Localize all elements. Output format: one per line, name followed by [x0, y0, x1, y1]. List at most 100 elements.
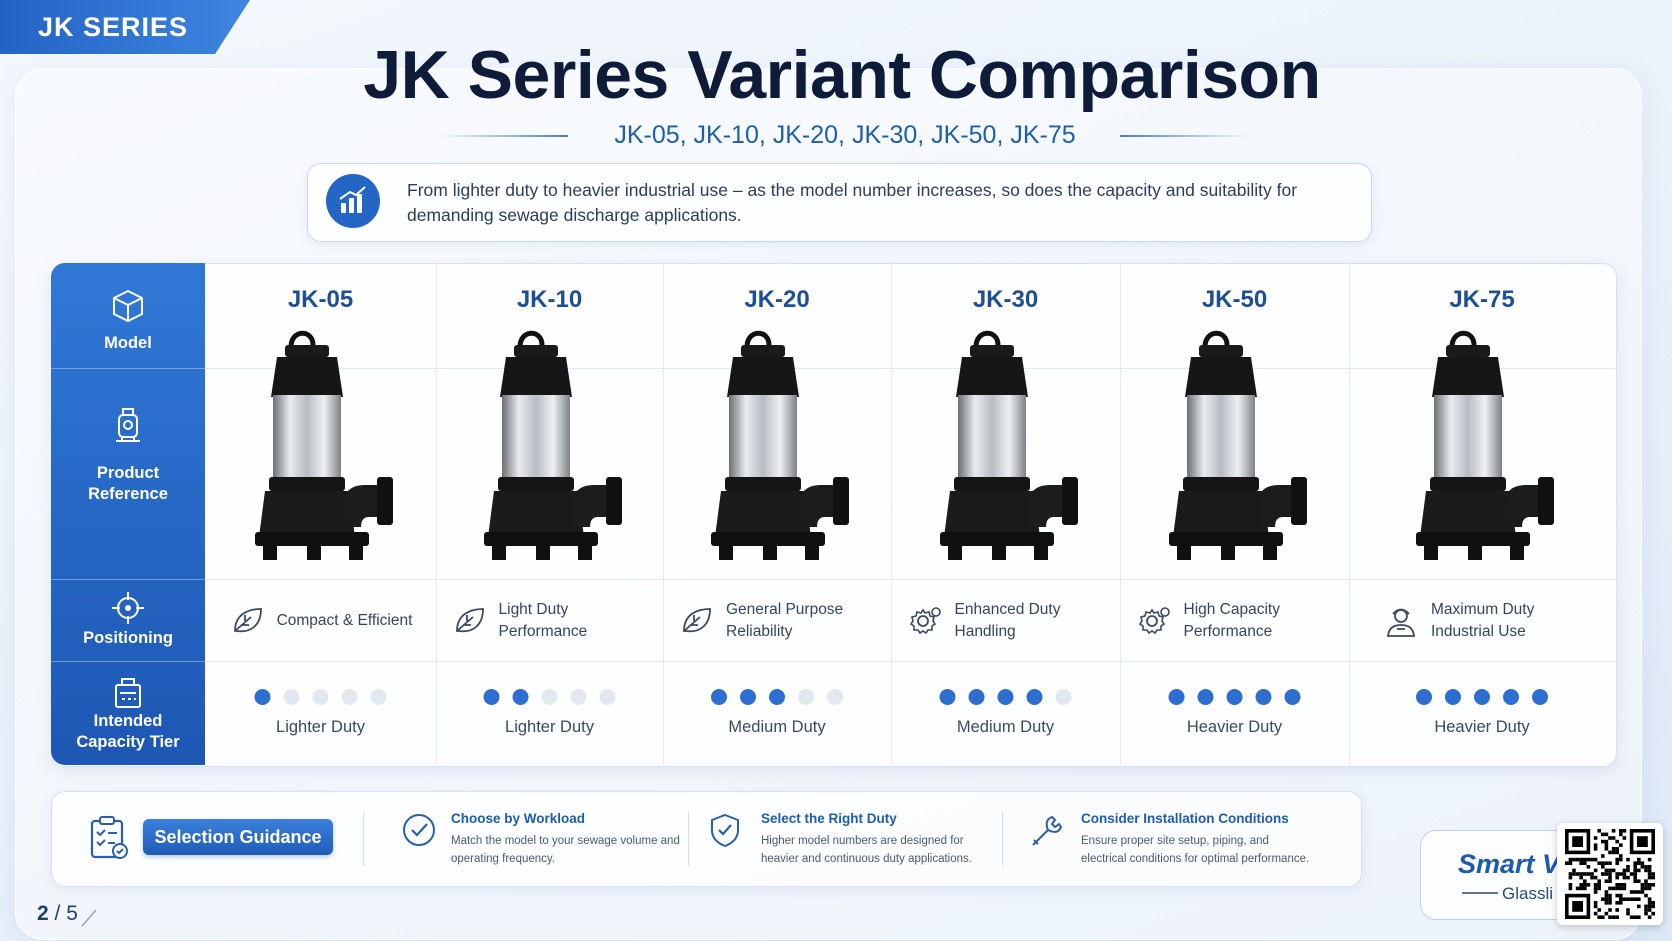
capacity-dot-filled — [1168, 689, 1185, 705]
qr-module — [1629, 872, 1634, 876]
subtitle-rule — [438, 135, 568, 137]
pump-drawing — [711, 333, 849, 560]
qr-module — [1586, 865, 1591, 869]
qr-module — [1593, 847, 1598, 851]
brand-subtitle: Glassli — [1502, 884, 1554, 903]
qr-module — [1615, 908, 1619, 912]
capacity-dot-filled — [711, 689, 727, 705]
capacity-dot-filled — [1503, 689, 1519, 705]
guidance-icon — [1032, 815, 1063, 846]
row-header-label: Model — [104, 334, 152, 352]
qr-module — [1637, 868, 1641, 873]
qr-module — [1626, 908, 1630, 912]
brand-title: Smart V — [1458, 849, 1561, 879]
capacity-dot-filled — [997, 689, 1014, 705]
qr-module — [1622, 872, 1627, 876]
qr-module — [1601, 854, 1605, 858]
capacity-dot-empty — [541, 689, 558, 705]
qr-module — [1626, 911, 1630, 916]
capacity-dot-filled — [483, 689, 500, 705]
capacity-dots — [1416, 689, 1548, 705]
qr-module — [1597, 886, 1601, 891]
qr-module — [1593, 843, 1598, 847]
capacity-dot-empty — [312, 689, 329, 705]
guidance-title: Select the Right Duty — [761, 811, 897, 826]
column-divider — [436, 263, 437, 765]
qr-module — [1608, 872, 1612, 876]
model-name: JK-50 — [1201, 286, 1268, 313]
qr-module — [1647, 886, 1652, 891]
qr-module — [1615, 915, 1619, 919]
qr-module — [1640, 890, 1645, 894]
qr-module — [1647, 865, 1652, 869]
row-header-divider — [51, 579, 205, 580]
qr-module — [1633, 861, 1637, 865]
positioning-icon — [683, 608, 711, 633]
qr-module — [1633, 875, 1637, 880]
tier-label: Heavier Duty — [1186, 718, 1283, 736]
qr-module — [1615, 875, 1619, 880]
qr-module — [1611, 886, 1616, 891]
qr-module — [1597, 908, 1601, 912]
row-divider — [205, 579, 1615, 580]
qr-module — [1651, 904, 1655, 909]
qr-module — [1604, 847, 1609, 851]
guidance-divider — [688, 812, 689, 866]
capacity-dot-filled — [1532, 689, 1548, 705]
qr-module — [1615, 901, 1619, 905]
qr-module — [1575, 872, 1580, 876]
row-header-divider — [51, 368, 205, 369]
capacity-dot-filled — [968, 689, 985, 705]
qr-module — [1601, 915, 1605, 919]
qr-finder — [1572, 901, 1583, 912]
qr-module — [1611, 850, 1616, 855]
qr-module — [1601, 832, 1605, 837]
qr-module — [1619, 829, 1623, 833]
qr-module — [1633, 872, 1637, 876]
qr-module — [1615, 893, 1619, 898]
guidance-icon — [403, 814, 435, 846]
capacity-dot-filled — [769, 689, 785, 705]
qr-module — [1651, 875, 1655, 880]
qr-module — [1651, 901, 1655, 905]
qr-module — [1608, 897, 1612, 901]
qr-module — [1619, 897, 1623, 901]
tier-label: Heavier Duty — [1434, 718, 1530, 736]
qr-module — [1608, 850, 1612, 855]
intro-text: From lighter duty to heavier industrial … — [407, 180, 1298, 225]
capacity-dot-filled — [1284, 689, 1301, 705]
qr-module — [1626, 875, 1630, 880]
qr-finder — [1637, 836, 1648, 847]
qr-finder — [1572, 836, 1583, 847]
page-separator: / — [54, 902, 61, 925]
qr-module — [1611, 847, 1616, 851]
positioning-cell: Light Duty Performance — [436, 590, 663, 652]
qr-module — [1604, 868, 1609, 873]
qr-module — [1637, 879, 1641, 883]
pump-image — [1412, 327, 1562, 567]
qr-module — [1572, 872, 1576, 876]
qr-module — [1615, 839, 1619, 844]
page-slash — [81, 909, 97, 927]
positioning-icon — [233, 608, 262, 633]
qr-module — [1615, 861, 1619, 865]
qr-module — [1622, 836, 1627, 840]
qr-module — [1615, 847, 1619, 851]
qr-module — [1583, 857, 1587, 862]
qr-module — [1651, 883, 1655, 887]
guidance-text: Match the model to your sewage volume an… — [451, 835, 680, 865]
qr-module — [1568, 883, 1573, 887]
qr-module — [1593, 875, 1598, 880]
qr-module — [1604, 890, 1609, 894]
guidance-button[interactable]: Selection Guidance — [143, 819, 333, 855]
qr-module — [1622, 897, 1627, 901]
qr-module — [1615, 886, 1619, 891]
qr-module — [1615, 872, 1619, 876]
qr-module — [1593, 868, 1598, 873]
qr-module — [1579, 886, 1583, 891]
pump-image — [480, 327, 630, 567]
model-name: JK-30 — [972, 286, 1039, 313]
qr-module — [1608, 875, 1612, 880]
row-header-icon — [113, 289, 143, 323]
qr-module — [1608, 915, 1612, 919]
